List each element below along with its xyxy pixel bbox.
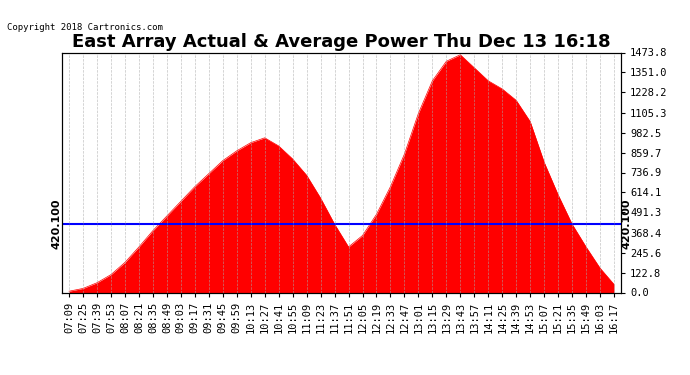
Text: 420.100: 420.100 <box>622 199 631 249</box>
Text: 420.100: 420.100 <box>52 199 61 249</box>
Title: East Array Actual & Average Power Thu Dec 13 16:18: East Array Actual & Average Power Thu De… <box>72 33 611 51</box>
Text: Copyright 2018 Cartronics.com: Copyright 2018 Cartronics.com <box>7 23 163 32</box>
